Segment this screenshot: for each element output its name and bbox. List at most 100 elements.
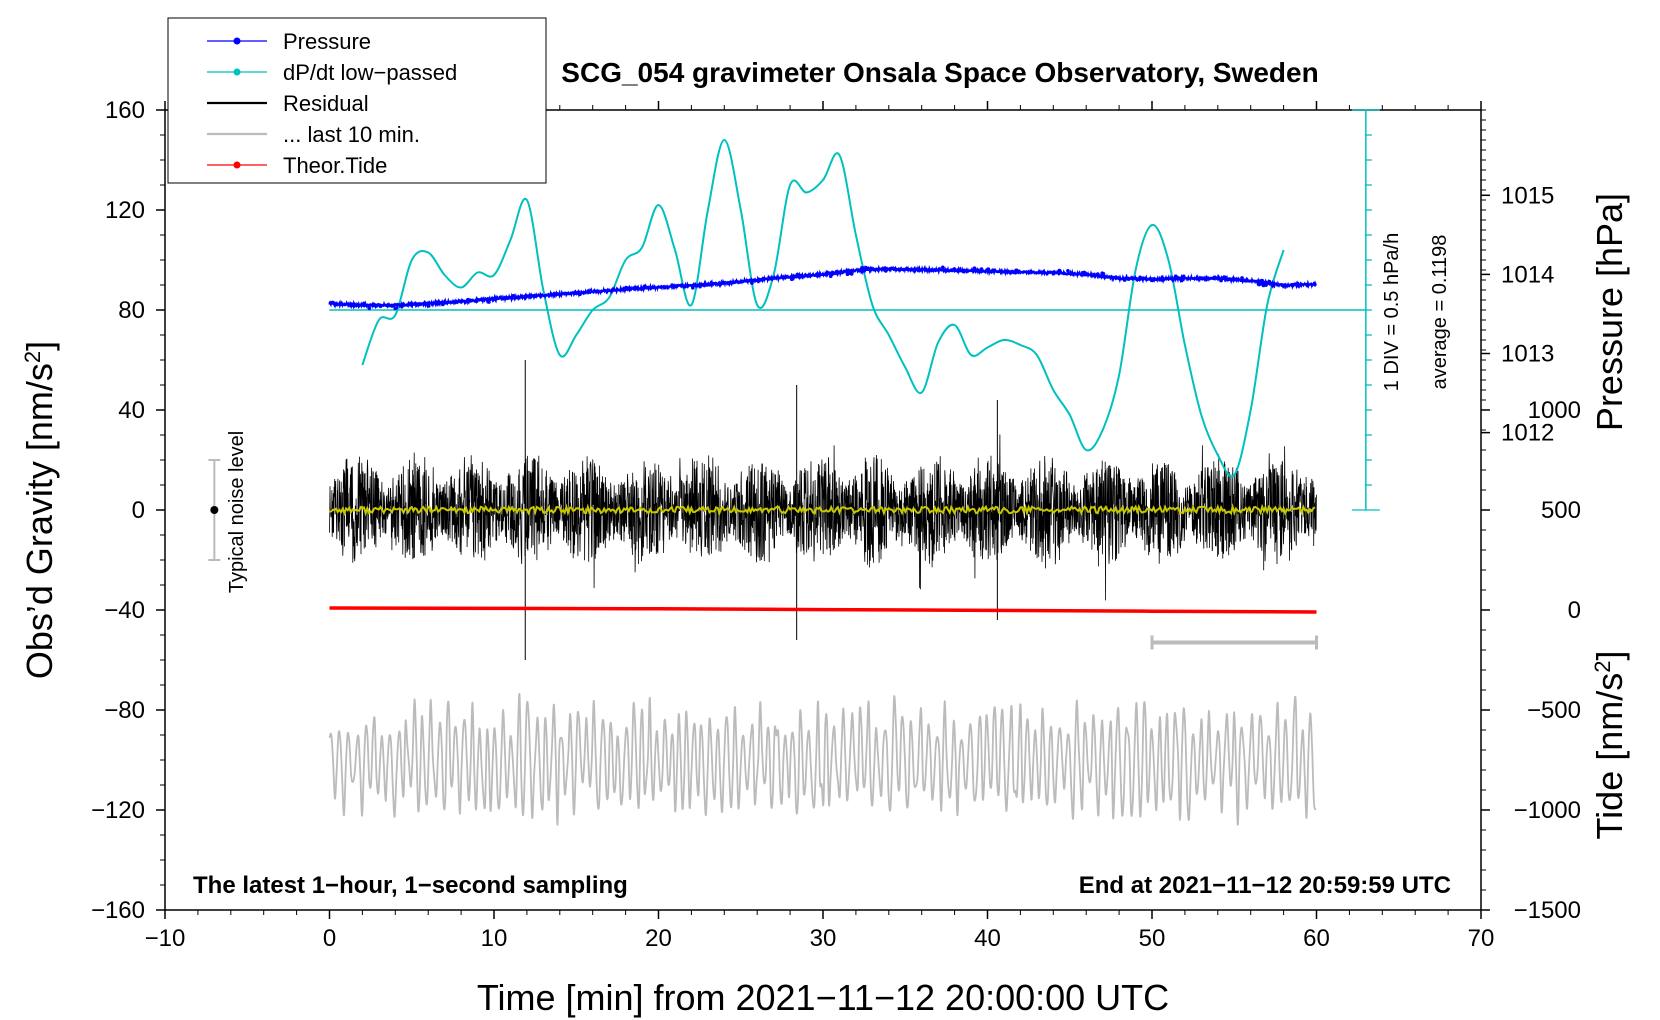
x-tick-label: 60 (1303, 925, 1330, 952)
dpdt-series (361, 138, 1285, 478)
pressure-point (487, 300, 491, 304)
pressure-point (691, 286, 695, 290)
y-tick-label: 120 (105, 197, 145, 224)
pressure-point (474, 299, 479, 304)
pressure-point (697, 283, 702, 288)
pressure-point (1101, 272, 1106, 276)
pressure-point (1096, 272, 1100, 276)
pressure-point (884, 269, 888, 273)
y-tick-label: −80 (104, 697, 145, 724)
pressure-point (1080, 271, 1085, 275)
pressure-point (824, 272, 829, 277)
pressure-tick-label: 1014 (1501, 261, 1554, 288)
y-tick-label: 0 (132, 497, 145, 524)
pressure-point (866, 266, 870, 271)
x-tick-label: 50 (1139, 925, 1166, 952)
pressure-point (1223, 275, 1227, 280)
pressure-point (531, 294, 536, 298)
pressure-point (393, 306, 398, 311)
pressure-series (328, 264, 1317, 311)
pressure-point (972, 266, 977, 271)
tide-tick-label: 1000 (1528, 397, 1581, 424)
pressure-point (1141, 276, 1146, 281)
pressure-point (1219, 278, 1223, 283)
x-tick-label: −10 (145, 925, 186, 952)
pressure-point (1232, 277, 1237, 281)
pressure-point (1011, 270, 1016, 275)
pressure-point (795, 272, 800, 277)
y-tick-label: −40 (104, 597, 145, 624)
pressure-point (845, 272, 850, 277)
pressure-point (1169, 276, 1174, 281)
pressure-point (952, 267, 957, 271)
pressure-point (986, 267, 991, 272)
pressure-point (578, 292, 582, 297)
x-tick-label: 40 (974, 925, 1001, 952)
pressure-point (582, 290, 586, 295)
y-axis-label-gravity: Obs’d Gravity [nm/s2] (19, 341, 60, 679)
legend-label: Theor.Tide (283, 153, 387, 178)
pressure-point (790, 277, 794, 282)
theoretical-tide-series (329, 606, 1317, 614)
pressure-tick-label: 1015 (1501, 182, 1554, 209)
pressure-point (1014, 268, 1018, 273)
y-axis-label-pressure: Pressure [hPa] (1589, 193, 1630, 431)
pressure-tick-label: 1012 (1501, 420, 1554, 447)
legend-swatch-dot (233, 68, 241, 76)
noise-point (210, 506, 219, 514)
pressure-point (860, 266, 865, 270)
residual-series (329, 360, 1317, 660)
pressure-point (367, 306, 372, 311)
pressure-point (624, 285, 628, 290)
legend-box (167, 17, 547, 184)
x-tick-label: 0 (323, 925, 336, 952)
legend-label: Pressure (283, 29, 371, 54)
pressure-point (1181, 274, 1186, 279)
pressure-point (681, 284, 686, 289)
pressure-point (849, 272, 854, 276)
pressure-point (1240, 276, 1244, 280)
x-tick-label: 30 (810, 925, 837, 952)
legend-swatch-dot (233, 161, 241, 169)
y-tick-label: 40 (118, 397, 145, 424)
pressure-point (1051, 271, 1056, 276)
y-tick-label: 160 (105, 97, 145, 124)
pressure-point (749, 279, 754, 283)
pressure-point (705, 283, 709, 287)
residual-line (329, 434, 1317, 601)
tide-tick-labels: −1500 −1000 −500 0 500 1000 (1514, 397, 1581, 924)
pressure-point (1152, 277, 1157, 282)
pressure-point (1138, 275, 1142, 280)
last-10-min-bracket (1150, 635, 1318, 650)
pressure-point (426, 304, 431, 308)
pressure-point (362, 301, 366, 306)
pressure-point (834, 269, 839, 274)
tide-tick-label: −1000 (1514, 797, 1581, 824)
pressure-point (941, 265, 945, 270)
x-axis-label: Time [min] from 2021−11−12 20:00:00 UTC (477, 977, 1169, 1018)
chart-title: SCG_054 gravimeter Onsala Space Observat… (561, 57, 1318, 88)
legend-label: Residual (283, 91, 369, 116)
pressure-point (979, 267, 984, 271)
pressure-point (1179, 278, 1184, 283)
pressure-point (1305, 283, 1310, 288)
pressure-point (757, 279, 761, 283)
dpdt-scale-bar (1351, 109, 1380, 511)
pressure-point (641, 286, 646, 291)
x-tick-labels: −10 0 10 20 30 40 50 60 70 (145, 925, 1495, 952)
pressure-point (441, 302, 445, 307)
tide-tick-label: −1500 (1514, 897, 1581, 924)
dpdt-line (361, 138, 1285, 478)
pressure-point (511, 294, 516, 298)
pressure-line (328, 264, 1317, 311)
noise-level-marker (208, 459, 221, 561)
pressure-point (1127, 277, 1131, 281)
pressure-point (932, 268, 936, 272)
pressure-point (991, 268, 995, 273)
x-tick-label: 20 (645, 925, 672, 952)
y-tick-label: −120 (91, 797, 145, 824)
residual-smoothed-line (329, 502, 1316, 517)
x-tick-label: 70 (1468, 925, 1495, 952)
tide-tick-label: −500 (1527, 697, 1581, 724)
bottom-left-note: The latest 1−hour, 1−second sampling (193, 872, 628, 899)
